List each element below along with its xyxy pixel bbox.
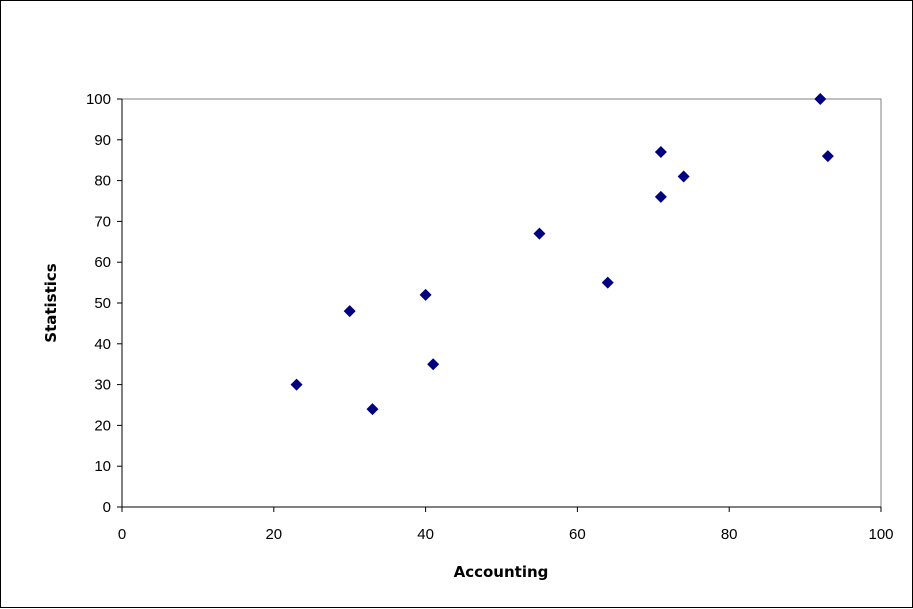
data-point (419, 288, 432, 301)
y-tick-label: 80 (94, 173, 111, 190)
data-point (677, 170, 690, 183)
data-point (821, 150, 834, 163)
x-tick-label: 60 (569, 526, 586, 543)
data-point (343, 305, 356, 318)
y-tick-label: 100 (86, 91, 111, 108)
y-axis-title: Statistics (42, 263, 60, 343)
data-point (654, 190, 667, 203)
y-tick-label: 70 (94, 213, 111, 230)
y-tick-label: 90 (94, 132, 111, 149)
data-point (290, 378, 303, 391)
y-tick-label: 60 (94, 254, 111, 271)
x-tick-label: 20 (265, 526, 282, 543)
data-point (601, 276, 614, 289)
points-layer (290, 93, 834, 416)
data-point (814, 93, 827, 105)
data-point (533, 227, 546, 240)
data-point (654, 146, 667, 159)
data-point (427, 358, 440, 371)
y-tick-label: 30 (94, 377, 111, 394)
x-tick-label: 80 (721, 526, 738, 543)
plot-area (121, 98, 882, 508)
x-tick-label: 40 (417, 526, 434, 543)
y-tick-label: 40 (94, 336, 111, 353)
y-tick-label: 10 (94, 458, 111, 475)
y-tick-label: 0 (103, 499, 111, 516)
y-tick-label: 50 (94, 295, 111, 312)
x-axis-title: Accounting (454, 563, 549, 581)
axes-layer: 0 10 20 30 40 50 60 70 80 90 100 0 20 40 60 80 100 (86, 91, 894, 543)
x-tick-label: 0 (118, 526, 126, 543)
x-tick-label: 100 (868, 526, 893, 543)
y-tick-label: 20 (94, 417, 111, 434)
data-point (366, 403, 379, 416)
